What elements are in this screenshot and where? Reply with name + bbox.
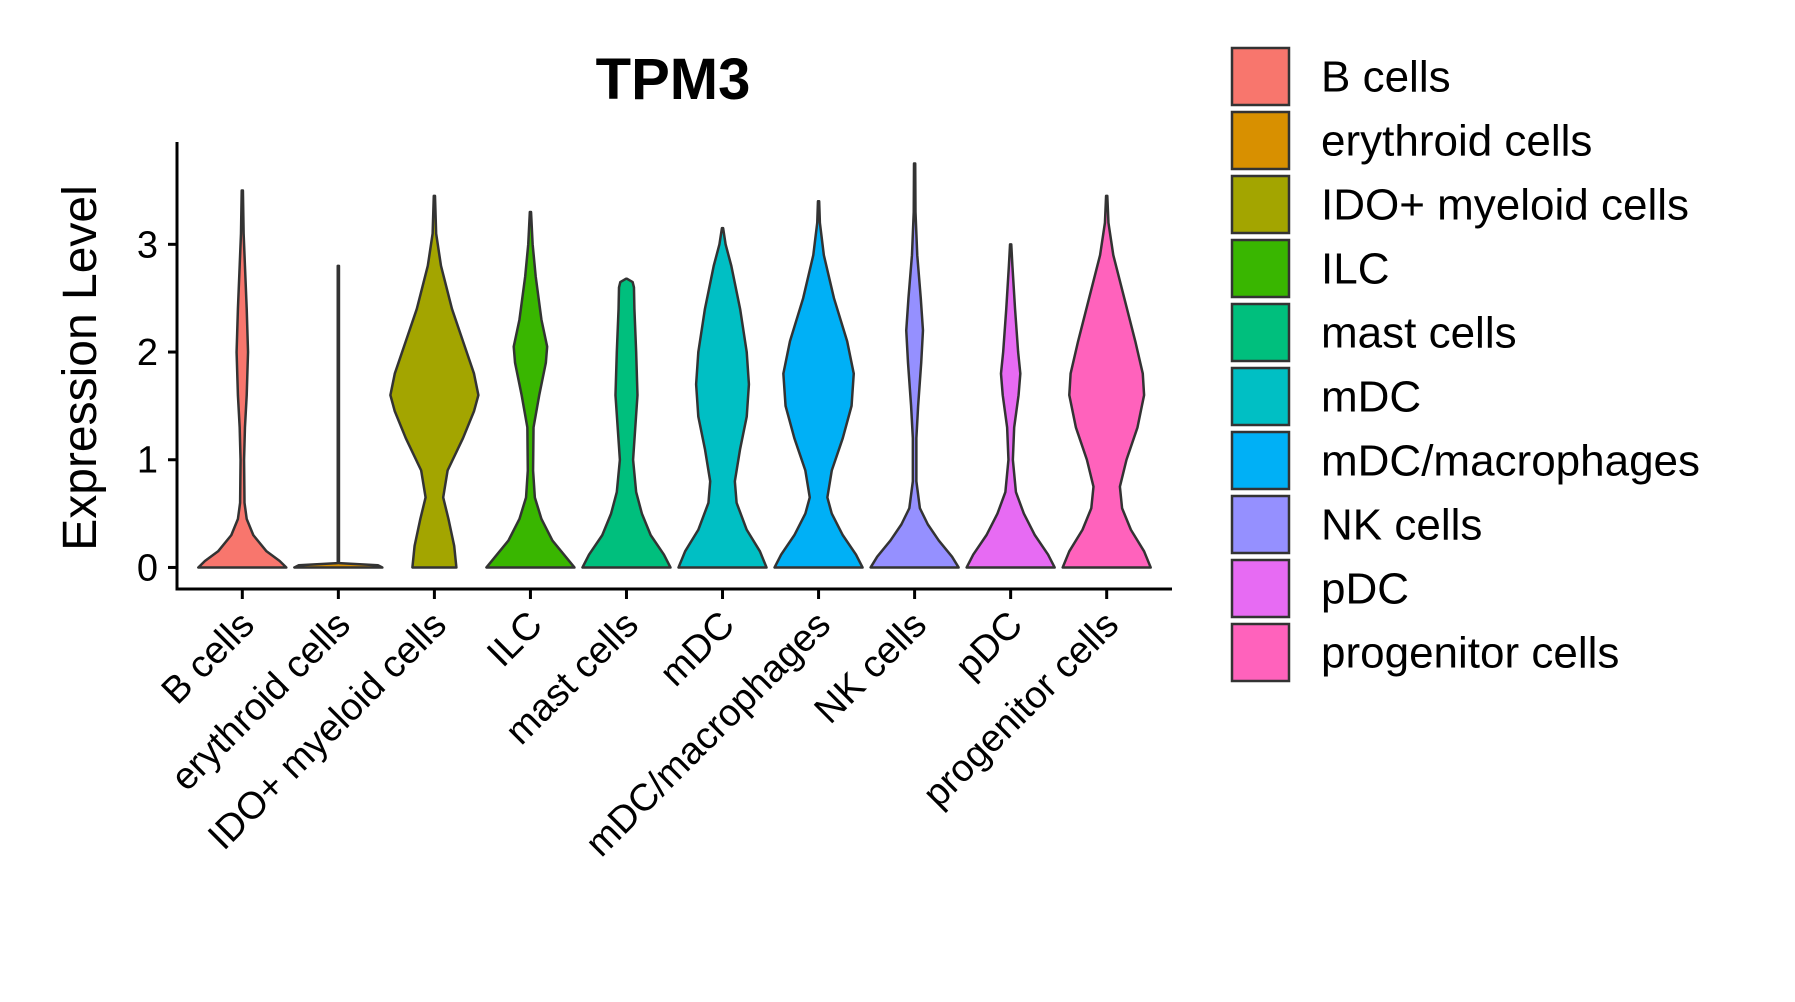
violin-progenitor-cells [1061, 194, 1152, 569]
legend-label: B cells [1321, 53, 1451, 102]
legend-label: NK cells [1321, 501, 1482, 550]
y-axis-ticks: 0 1 2 3 [137, 224, 177, 589]
y-tick-label: 1 [137, 440, 158, 482]
legend-label: mDC [1321, 373, 1421, 422]
legend-label: mDC/macrophages [1321, 437, 1700, 486]
legend-key [1230, 622, 1291, 683]
legend-key [1230, 110, 1291, 171]
y-tick-label: 2 [137, 332, 158, 374]
legend-label: ILC [1321, 245, 1389, 294]
violin-mast-cells [581, 277, 672, 569]
legend-label: progenitor cells [1321, 629, 1619, 678]
legend-label: IDO+ myeloid cells [1321, 181, 1689, 230]
legend-key [1230, 46, 1291, 107]
chart-title: TPM3 [596, 47, 751, 112]
legend-label: erythroid cells [1321, 117, 1592, 166]
x-tick-label: ILC [479, 604, 551, 676]
legend-label: pDC [1321, 565, 1409, 614]
legend-key [1230, 366, 1291, 427]
y-axis-label: Expression Level [54, 185, 107, 551]
violin-ilc [485, 210, 576, 569]
violin-b-cells [197, 189, 288, 569]
y-tick-label: 3 [137, 224, 158, 266]
y-tick-label: 0 [137, 547, 158, 589]
violins-group [197, 162, 1152, 569]
violin-nk-cells [869, 162, 960, 569]
violin-erythroid-cells [293, 264, 384, 569]
legend-key [1230, 558, 1291, 619]
legend-key [1230, 494, 1291, 555]
legend-key [1230, 174, 1291, 235]
legend-key [1230, 430, 1291, 491]
x-tick-label: mDC [652, 604, 743, 695]
legend-key [1230, 238, 1291, 299]
legend-key [1230, 302, 1291, 363]
legend-label: mast cells [1321, 309, 1517, 358]
violin-mdc [677, 226, 768, 569]
violin-mdc-macrophages [773, 199, 864, 569]
x-tick-label: pDC [948, 604, 1031, 687]
legend: B cells erythroid cells IDO+ myeloid cells… [1230, 46, 1700, 683]
violin-pdc [965, 243, 1056, 569]
violin-ido-myeloid-cells [389, 194, 480, 569]
